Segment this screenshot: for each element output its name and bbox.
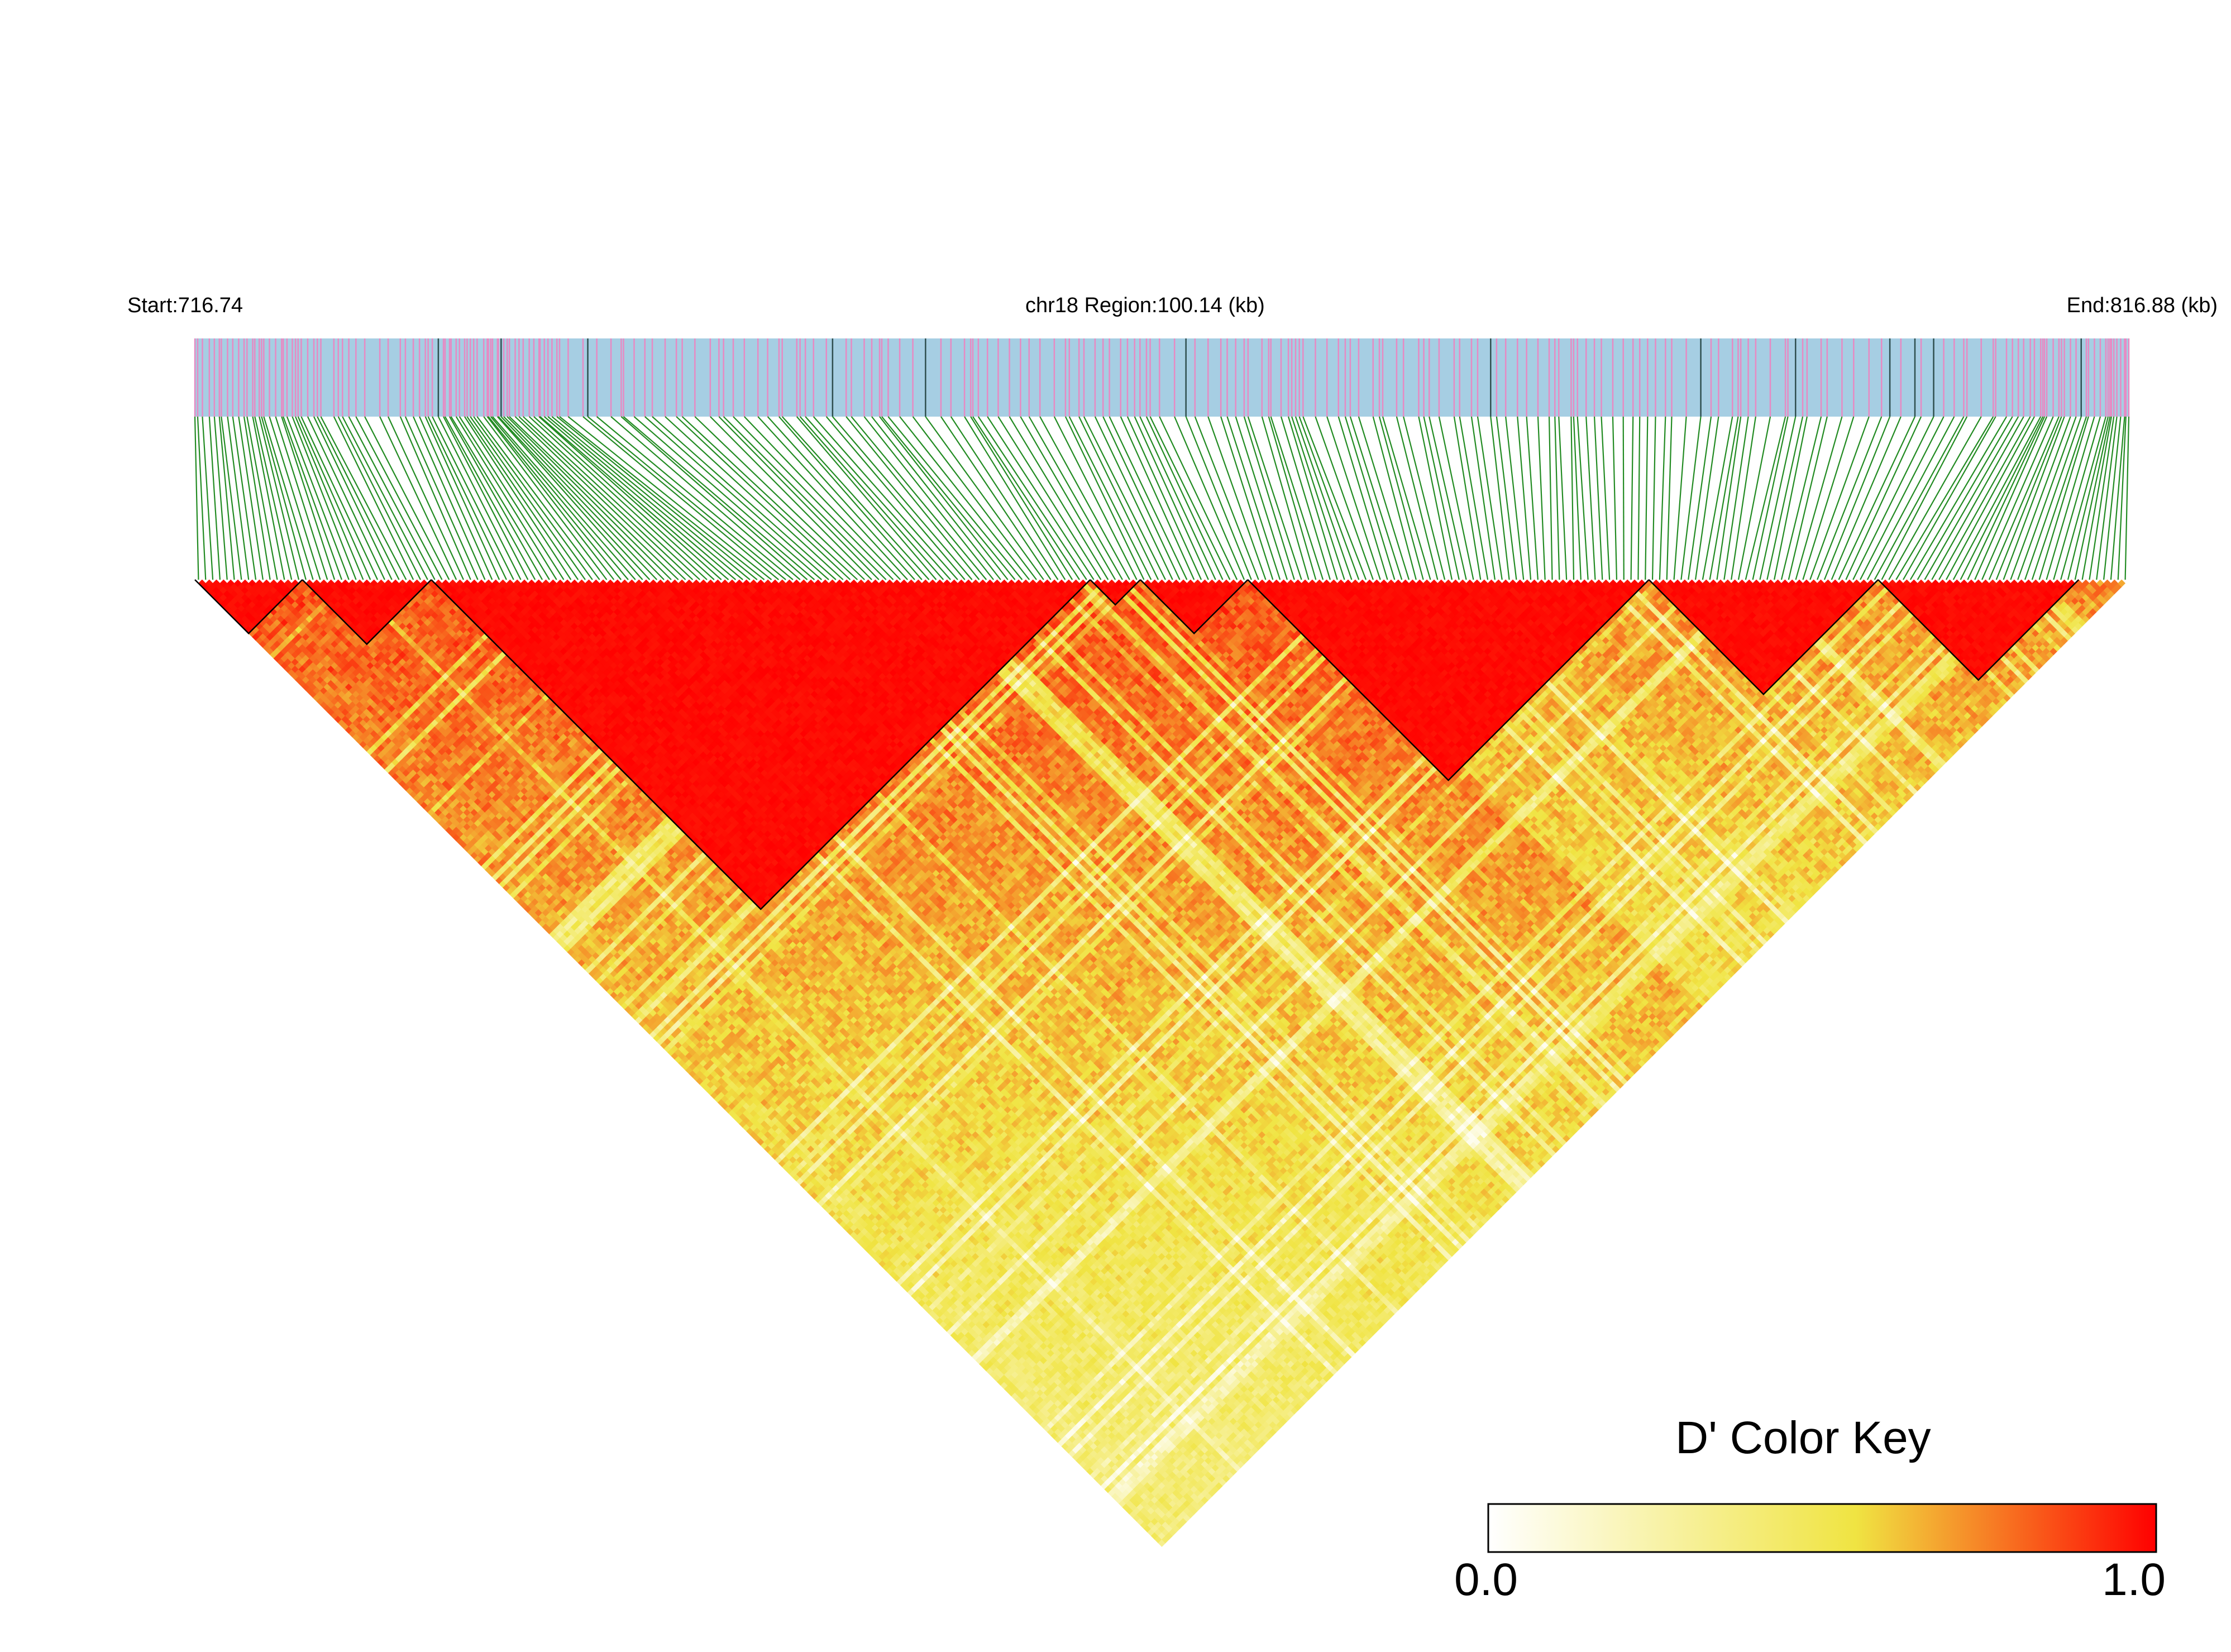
marker-connector	[733, 417, 894, 580]
marker-connector	[1817, 417, 1881, 580]
marker-connector	[623, 417, 814, 580]
marker-connector	[219, 417, 235, 580]
marker-connector	[568, 417, 771, 580]
marker-connector	[1559, 417, 1566, 580]
ld-heatmap	[198, 580, 2125, 1547]
marker-connector	[1555, 417, 1559, 580]
marker-connector	[1208, 417, 1265, 580]
marker-connector	[515, 417, 686, 580]
marker-connector	[1839, 417, 1915, 580]
marker-connector	[1271, 417, 1323, 580]
marker-connector	[1040, 417, 1130, 580]
marker-connector	[1717, 417, 1741, 580]
marker-connector	[971, 417, 1072, 580]
marker-connector	[1186, 417, 1251, 580]
marker-connector	[281, 417, 335, 580]
marker-connector	[1924, 417, 2018, 580]
marker-connector	[665, 417, 843, 580]
marker-connector	[259, 417, 299, 580]
marker-connector	[1345, 417, 1394, 580]
marker-connector	[1478, 417, 1502, 580]
marker-connector	[493, 417, 636, 580]
marker-connector	[1110, 417, 1187, 580]
marker-connector	[1602, 417, 1610, 580]
marker-connector	[1613, 417, 1617, 580]
marker-connector	[1932, 417, 2023, 580]
marker-connector	[1221, 417, 1273, 580]
marker-connector	[1989, 417, 2059, 580]
marker-connector	[1667, 417, 1672, 580]
marker-connector	[1439, 417, 1474, 580]
marker-connector	[1623, 417, 1624, 580]
marker-connector	[1586, 417, 1595, 580]
marker-connector	[1710, 417, 1738, 580]
marker-connector	[951, 417, 1058, 580]
marker-connector	[1549, 417, 1552, 580]
marker-connector	[1975, 417, 2047, 580]
marker-connector	[1292, 417, 1344, 580]
marker-connector	[1103, 417, 1179, 580]
marker-connector	[744, 417, 901, 580]
marker-connector	[1248, 417, 1302, 580]
marker-connector	[768, 417, 915, 580]
marker-connector	[1939, 417, 2031, 580]
marker-connector	[1594, 417, 1602, 580]
marker-connector	[1853, 417, 1933, 580]
marker-connector	[1281, 417, 1330, 580]
marker-connector	[1889, 417, 1981, 580]
marker-connector	[1645, 417, 1647, 580]
marker-connector	[2125, 417, 2129, 580]
marker-connector	[1574, 417, 1581, 580]
marker-connector	[1753, 417, 1788, 580]
marker-connector	[1781, 417, 1821, 580]
marker-connector	[1789, 417, 1827, 580]
gene-track-background	[195, 338, 2129, 417]
marker-connector	[1010, 417, 1109, 580]
marker-connector	[1652, 417, 1655, 580]
marker-connector	[1638, 417, 1640, 580]
marker-connector	[195, 417, 198, 580]
marker-connector	[1079, 417, 1158, 580]
marker-connector	[1875, 417, 1964, 580]
marker-connector	[1029, 417, 1122, 580]
marker-connectors	[195, 417, 2129, 580]
marker-connector	[1236, 417, 1287, 580]
marker-connector	[1660, 417, 1665, 580]
marker-connector	[1571, 417, 1574, 580]
marker-connector	[1424, 417, 1459, 580]
marker-connector	[888, 417, 1022, 580]
marker-connector	[682, 417, 858, 580]
marker-connector	[1454, 417, 1480, 580]
marker-connector	[1227, 417, 1281, 580]
marker-connector	[1903, 417, 1996, 580]
marker-connector	[1767, 417, 1803, 580]
marker-connector	[338, 417, 421, 580]
marker-connector	[1961, 417, 2043, 580]
marker-connector	[238, 417, 262, 580]
marker-track	[195, 338, 2129, 417]
marker-connector	[1538, 417, 1545, 580]
marker-connector	[1631, 417, 1633, 580]
marker-connector	[507, 417, 671, 580]
marker-connector	[1946, 417, 2034, 580]
marker-connector	[413, 417, 485, 580]
marker-connector	[1832, 417, 1901, 580]
marker-connector	[342, 417, 428, 580]
marker-connector	[1953, 417, 2041, 580]
marker-connector	[1506, 417, 1523, 580]
marker-connector	[498, 417, 643, 580]
marker-connector	[1578, 417, 1588, 580]
marker-connector	[233, 417, 256, 580]
marker-connector	[1803, 417, 1853, 580]
marker-connector	[1095, 417, 1173, 580]
marker-connector	[400, 417, 471, 580]
marker-connector	[214, 417, 227, 580]
